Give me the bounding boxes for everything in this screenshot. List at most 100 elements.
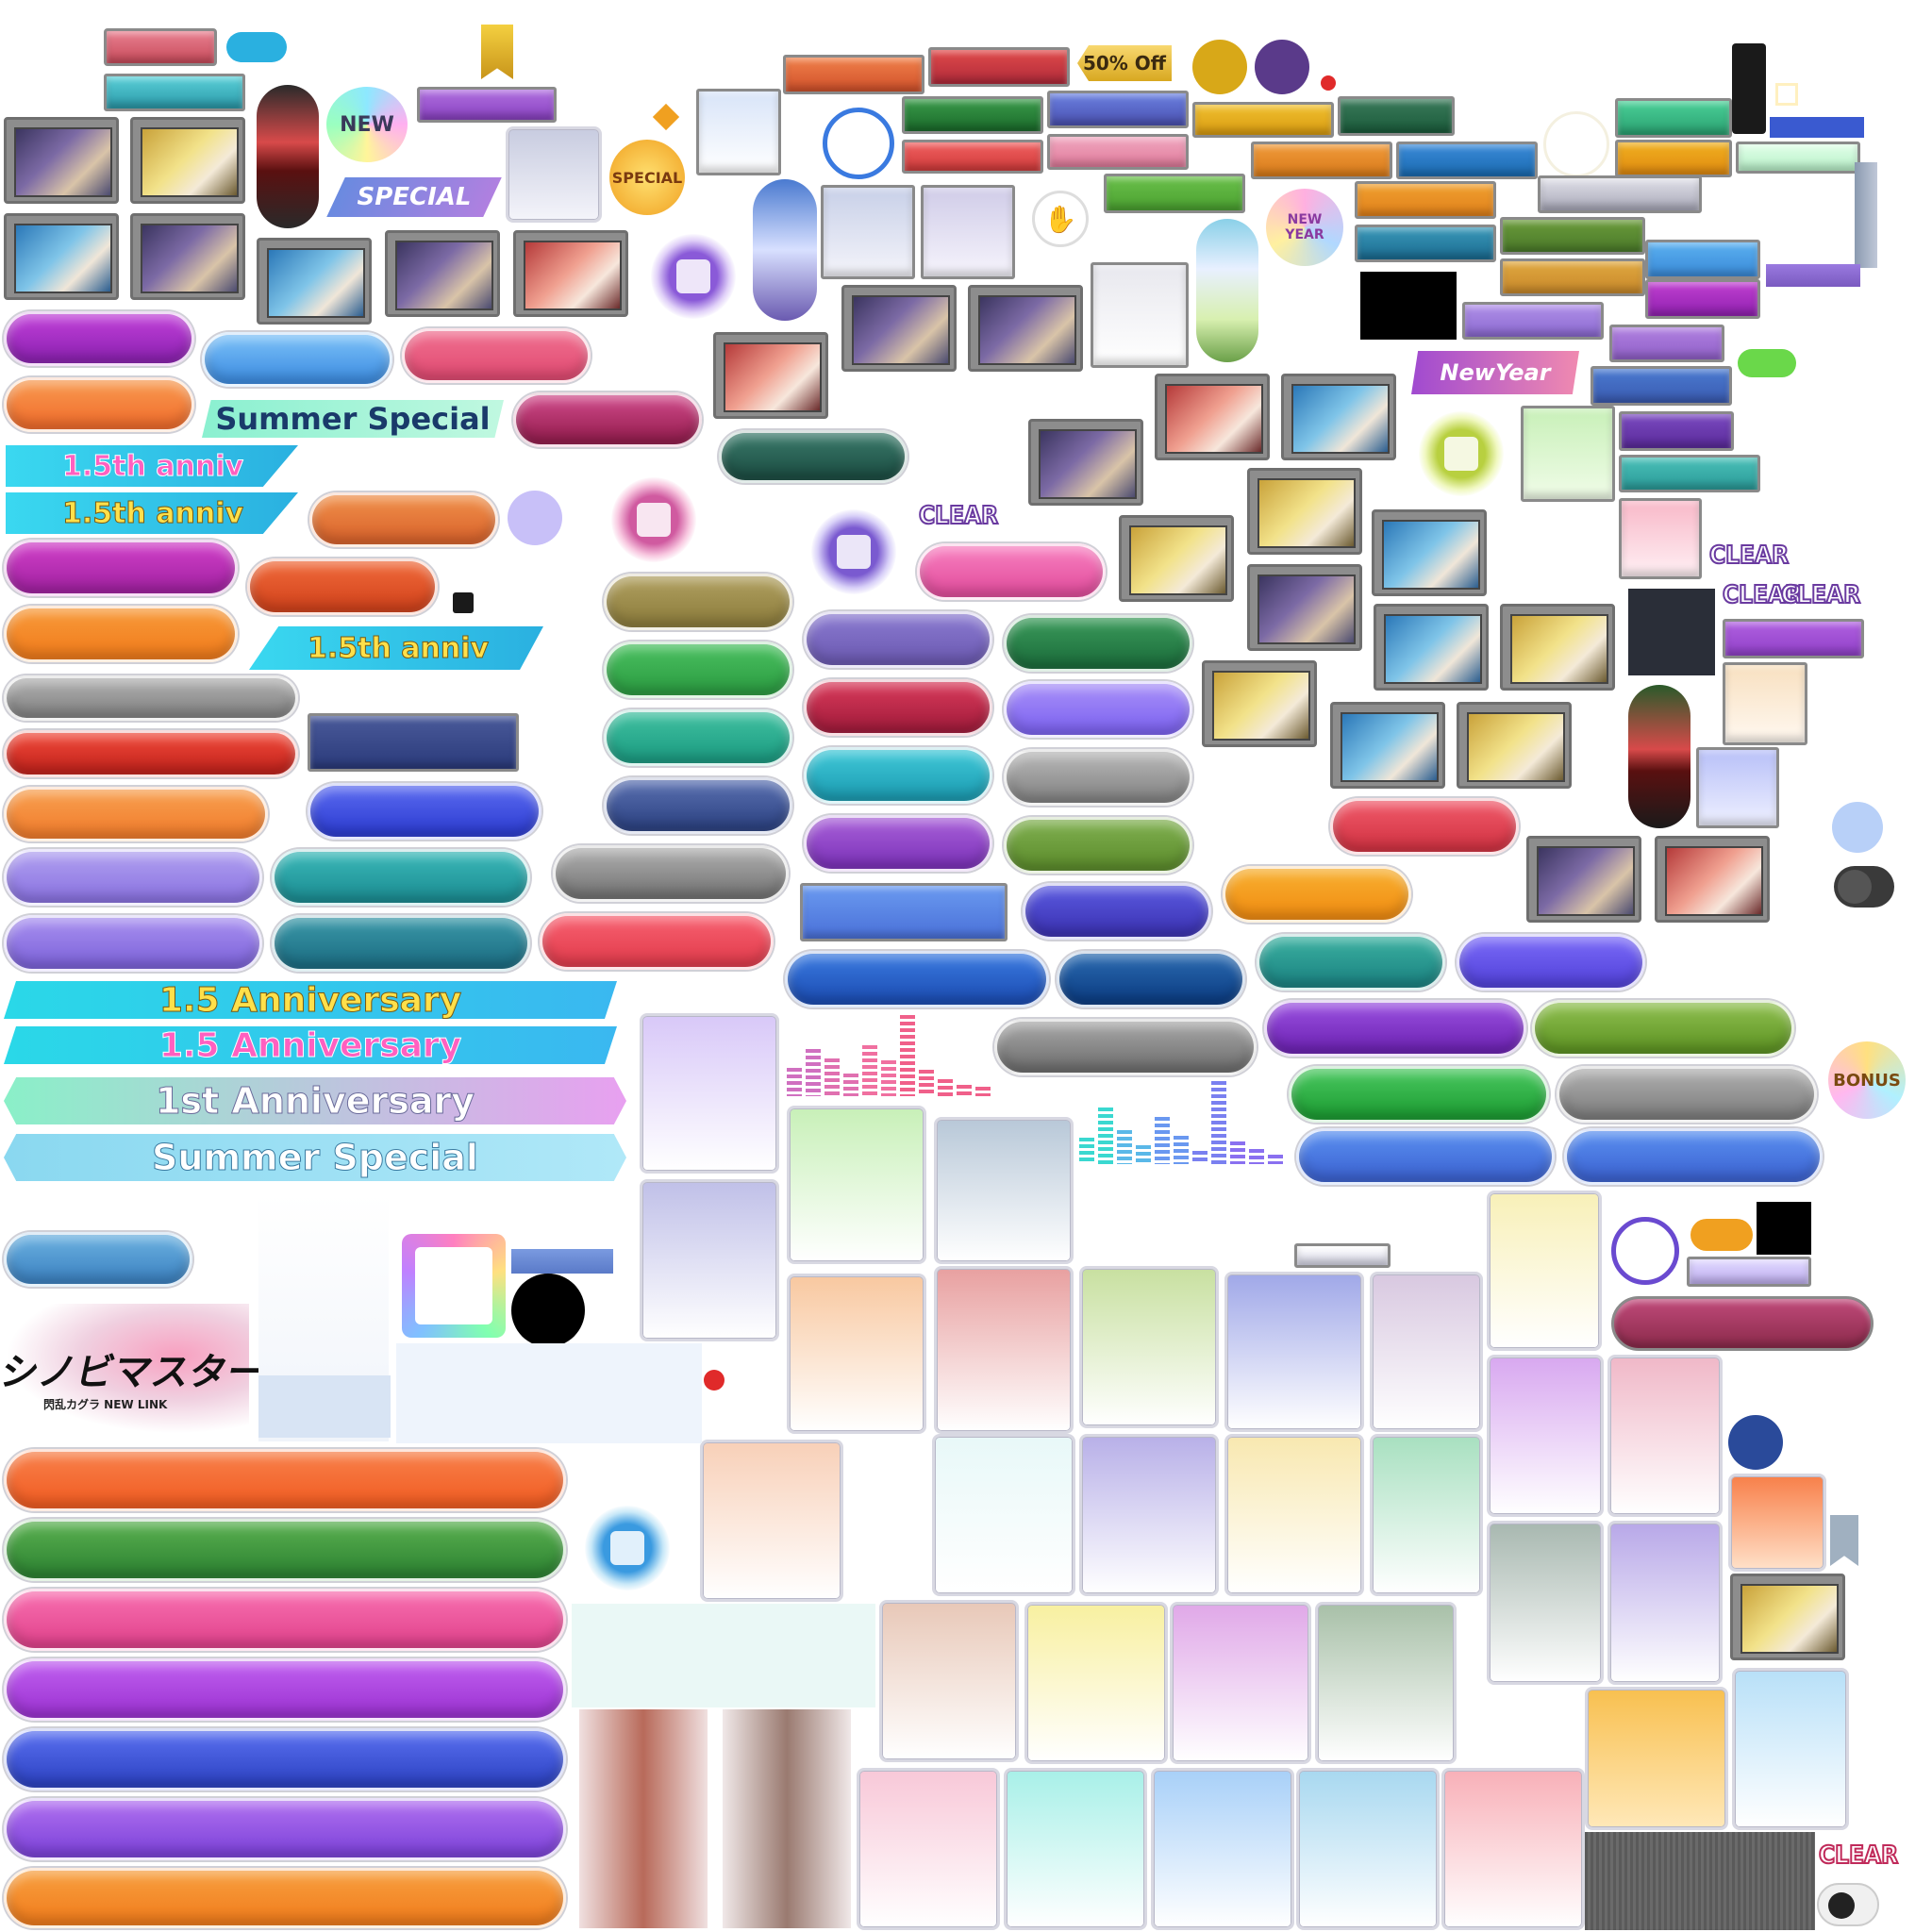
red-pill-button[interactable] bbox=[1330, 798, 1519, 855]
green-pill-button[interactable] bbox=[1289, 1066, 1549, 1123]
blue-pill-button[interactable] bbox=[4, 1232, 192, 1287]
violet-pill-button[interactable] bbox=[4, 915, 262, 972]
olive-pill-button[interactable] bbox=[604, 574, 792, 630]
gift-icon[interactable] bbox=[1419, 411, 1504, 496]
violet-pill-button[interactable] bbox=[1457, 934, 1645, 991]
character-portrait[interactable] bbox=[968, 285, 1083, 372]
character-portrait[interactable] bbox=[1281, 374, 1396, 460]
orange-wide-button[interactable] bbox=[4, 1449, 566, 1511]
pink-pill-button[interactable] bbox=[917, 543, 1106, 600]
blue-wide-button[interactable] bbox=[4, 1728, 566, 1790]
orange-pill-button[interactable] bbox=[4, 787, 268, 841]
lavender-pill-button[interactable] bbox=[1004, 681, 1192, 738]
teal-pill-button[interactable] bbox=[272, 915, 530, 972]
gift-icon[interactable] bbox=[611, 477, 696, 562]
character-portrait[interactable] bbox=[4, 117, 119, 204]
character-portrait[interactable] bbox=[1500, 604, 1615, 691]
gift-icon[interactable] bbox=[811, 509, 896, 594]
pink-wide-button[interactable] bbox=[4, 1589, 566, 1651]
character-portrait[interactable] bbox=[1330, 702, 1445, 789]
gift-icon[interactable] bbox=[651, 234, 736, 319]
character-portrait[interactable] bbox=[1374, 604, 1489, 691]
lavender-dot bbox=[508, 491, 562, 545]
character-portrait[interactable] bbox=[1155, 374, 1270, 460]
orange-pill-button[interactable] bbox=[309, 492, 498, 547]
purple-dot bbox=[1255, 40, 1309, 94]
green-wide-button[interactable] bbox=[4, 1519, 566, 1581]
bonus-badge: BONUS bbox=[1828, 1041, 1906, 1119]
character-portrait[interactable] bbox=[713, 332, 828, 419]
character-portrait[interactable] bbox=[257, 238, 372, 325]
blue-pill-button[interactable] bbox=[308, 783, 541, 840]
character-portrait[interactable] bbox=[1247, 564, 1362, 651]
record-button[interactable] bbox=[1817, 1883, 1879, 1926]
crimson-pill-button[interactable] bbox=[804, 679, 992, 736]
navy-pill-button[interactable] bbox=[604, 777, 792, 834]
discount-tag: 50% Off bbox=[1077, 45, 1172, 81]
character-portrait[interactable] bbox=[1202, 660, 1317, 747]
hand-receive-icon[interactable]: ✋ bbox=[1032, 191, 1089, 247]
purple-pill-button[interactable] bbox=[1264, 1000, 1526, 1057]
character-portrait[interactable] bbox=[4, 213, 119, 300]
violet-wide-button[interactable] bbox=[4, 1798, 566, 1860]
gray-pill-button[interactable] bbox=[4, 675, 298, 721]
dark-tab bbox=[1732, 43, 1766, 134]
gray-pill-button[interactable] bbox=[1004, 749, 1192, 806]
dark-teal-pill-button[interactable] bbox=[719, 430, 908, 483]
character-portrait[interactable] bbox=[1119, 515, 1234, 602]
purple-pill-button[interactable] bbox=[804, 815, 992, 872]
purple-pill-button[interactable] bbox=[4, 311, 194, 366]
character-portrait[interactable] bbox=[385, 230, 500, 317]
blue-pill-button[interactable] bbox=[1564, 1128, 1823, 1185]
olive-pill-button[interactable] bbox=[1532, 1000, 1794, 1057]
gacha-capsule[interactable] bbox=[1628, 685, 1690, 828]
blue-pill-button[interactable] bbox=[1296, 1128, 1555, 1185]
purple-plate bbox=[1645, 279, 1760, 319]
blue-pill-button[interactable] bbox=[785, 951, 1049, 1008]
character-portrait[interactable] bbox=[1655, 836, 1770, 923]
character-portrait[interactable] bbox=[1372, 509, 1487, 596]
teal-pill-button[interactable] bbox=[604, 709, 792, 766]
green-pill-button[interactable] bbox=[1004, 615, 1192, 672]
character-portrait[interactable] bbox=[841, 285, 957, 372]
character-portrait[interactable] bbox=[130, 213, 245, 300]
magenta-pill-button[interactable] bbox=[4, 540, 238, 596]
lavender-pill-button[interactable] bbox=[4, 849, 262, 906]
character-portrait[interactable] bbox=[513, 230, 628, 317]
character-portrait[interactable] bbox=[130, 117, 245, 204]
clear-label: CLEAR bbox=[1708, 541, 1790, 571]
green-pill-button[interactable] bbox=[604, 641, 792, 698]
gacha-capsule[interactable] bbox=[257, 85, 319, 228]
pink-pill-button[interactable] bbox=[402, 328, 591, 383]
red-pill-button[interactable] bbox=[4, 730, 298, 777]
blue-pill-button[interactable] bbox=[202, 332, 392, 387]
character-portrait[interactable] bbox=[1247, 468, 1362, 555]
orange-pill-button[interactable] bbox=[1223, 866, 1411, 923]
navy-pill-button[interactable] bbox=[1057, 951, 1245, 1008]
character-portrait[interactable] bbox=[1457, 702, 1572, 789]
gacha-capsule[interactable] bbox=[753, 179, 817, 321]
red-pill-button[interactable] bbox=[540, 913, 774, 970]
gray-pill-button[interactable] bbox=[553, 845, 789, 902]
orange-pill-button[interactable] bbox=[4, 377, 194, 432]
gray-pill-button[interactable] bbox=[994, 1019, 1257, 1075]
red-orange-pill-button[interactable] bbox=[247, 558, 438, 615]
orange-pill-button[interactable] bbox=[4, 606, 238, 662]
character-portrait[interactable] bbox=[1526, 836, 1641, 923]
violet-pill-button[interactable] bbox=[804, 611, 992, 668]
crimson-pill-button[interactable] bbox=[513, 392, 702, 447]
character-portrait[interactable] bbox=[1028, 419, 1143, 506]
teal-pill-button[interactable] bbox=[272, 849, 530, 906]
character-portrait[interactable] bbox=[1730, 1574, 1845, 1660]
olive-pill-button[interactable] bbox=[1004, 817, 1192, 874]
toggle-switch[interactable] bbox=[1834, 866, 1894, 908]
red-fade-column bbox=[579, 1709, 708, 1928]
orange-wide-button[interactable] bbox=[4, 1868, 566, 1928]
cyan-pill-button[interactable] bbox=[804, 747, 992, 804]
teal-pill-button[interactable] bbox=[1257, 934, 1445, 991]
purple-wide-button[interactable] bbox=[4, 1658, 566, 1721]
navy-pill-button[interactable] bbox=[1023, 883, 1211, 940]
gacha-capsule[interactable] bbox=[1196, 219, 1258, 362]
gift-icon[interactable] bbox=[585, 1506, 670, 1591]
gray-pill-button[interactable] bbox=[1557, 1066, 1817, 1123]
